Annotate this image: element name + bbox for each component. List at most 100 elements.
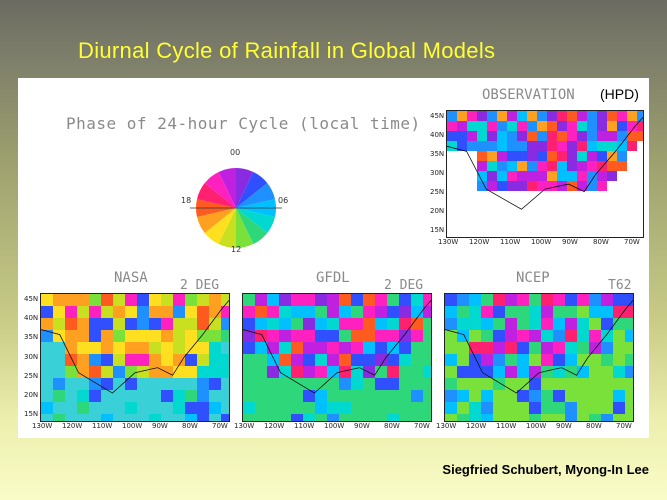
map-cell xyxy=(185,366,197,378)
map-cell xyxy=(327,342,339,354)
map-cell xyxy=(597,171,607,181)
map-cell xyxy=(303,402,315,414)
map-cell xyxy=(411,306,423,318)
map-cell xyxy=(445,330,457,342)
map-cell xyxy=(375,342,387,354)
map-cell xyxy=(477,181,487,191)
map-cell xyxy=(303,342,315,354)
phase-label-18: 18 xyxy=(181,196,192,205)
obs-lon-label: 110W xyxy=(500,238,521,246)
map-cell xyxy=(149,414,161,421)
map-cell xyxy=(411,402,423,414)
phase-wheel-title: Phase of 24-hour Cycle (local time) xyxy=(66,114,421,133)
map-cell xyxy=(77,330,89,342)
map-cell xyxy=(617,161,627,171)
map-cell xyxy=(547,171,557,181)
map-cell xyxy=(517,342,529,354)
map-cell xyxy=(547,111,557,121)
map-cell xyxy=(89,306,101,318)
map-cell xyxy=(113,342,125,354)
map-cell xyxy=(565,306,577,318)
nasa-lat-label: 35N xyxy=(24,333,39,342)
map-cell xyxy=(267,318,279,330)
map-cell xyxy=(577,318,589,330)
map-cell xyxy=(505,330,517,342)
map-cell xyxy=(537,131,547,141)
map-cell xyxy=(457,378,469,390)
map-cell xyxy=(209,342,221,354)
map-cell xyxy=(149,390,161,402)
map-cell xyxy=(537,141,547,151)
map-cell xyxy=(537,111,547,121)
map-cell xyxy=(137,330,149,342)
map-cell xyxy=(505,402,517,414)
map-cell xyxy=(445,366,457,378)
map-cell xyxy=(505,318,517,330)
map-cell xyxy=(149,330,161,342)
map-cell xyxy=(547,161,557,171)
map-cell xyxy=(481,306,493,318)
map-cell xyxy=(65,306,77,318)
map-cell xyxy=(553,318,565,330)
map-cell xyxy=(505,342,517,354)
map-cell xyxy=(577,402,589,414)
map-cell xyxy=(517,294,529,306)
map-cell xyxy=(279,414,291,421)
map-cell xyxy=(447,111,457,121)
map-cell xyxy=(399,390,411,402)
map-cell xyxy=(423,378,431,390)
phase-wheel-sector xyxy=(236,171,268,208)
map-cell xyxy=(601,414,613,421)
map-cell xyxy=(375,378,387,390)
map-cell xyxy=(267,306,279,318)
map-cell xyxy=(339,366,351,378)
map-cell xyxy=(601,306,613,318)
map-cell xyxy=(221,354,229,366)
map-cell xyxy=(89,354,101,366)
map-cell xyxy=(553,378,565,390)
ncep-lon-label: 70W xyxy=(616,422,632,430)
map-cell xyxy=(161,318,173,330)
map-cell xyxy=(527,161,537,171)
map-cell xyxy=(601,366,613,378)
map-cell xyxy=(77,366,89,378)
map-cell xyxy=(77,354,89,366)
map-cell xyxy=(243,390,255,402)
map-cell xyxy=(497,161,507,171)
map-cell xyxy=(477,161,487,171)
map-cell xyxy=(517,330,529,342)
map-cell xyxy=(577,342,589,354)
map-cell xyxy=(315,378,327,390)
map-cell xyxy=(537,181,547,191)
phase-wheel xyxy=(176,148,296,273)
map-cell xyxy=(279,402,291,414)
map-cell xyxy=(537,171,547,181)
map-cell xyxy=(625,294,633,306)
phase-wheel-sector xyxy=(236,208,268,245)
map-cell xyxy=(565,330,577,342)
map-cell xyxy=(557,121,567,131)
map-cell xyxy=(125,354,137,366)
map-cell xyxy=(553,402,565,414)
gfdl-lon-label: 80W xyxy=(384,422,400,430)
map-cell xyxy=(303,366,315,378)
map-cell xyxy=(303,354,315,366)
map-cell xyxy=(89,318,101,330)
map-cell xyxy=(557,161,567,171)
map-cell xyxy=(125,318,137,330)
map-cell xyxy=(517,151,527,161)
nasa-lon-label: 90W xyxy=(152,422,168,430)
map-cell xyxy=(53,342,65,354)
map-cell xyxy=(363,402,375,414)
map-cell xyxy=(487,131,497,141)
map-cell xyxy=(411,342,423,354)
map-cell xyxy=(197,294,209,306)
map-cell xyxy=(497,131,507,141)
map-cell xyxy=(137,306,149,318)
map-cell xyxy=(527,141,537,151)
map-cell xyxy=(399,402,411,414)
map-cell xyxy=(89,402,101,414)
map-cell xyxy=(197,366,209,378)
map-cell xyxy=(565,378,577,390)
map-cell xyxy=(173,402,185,414)
